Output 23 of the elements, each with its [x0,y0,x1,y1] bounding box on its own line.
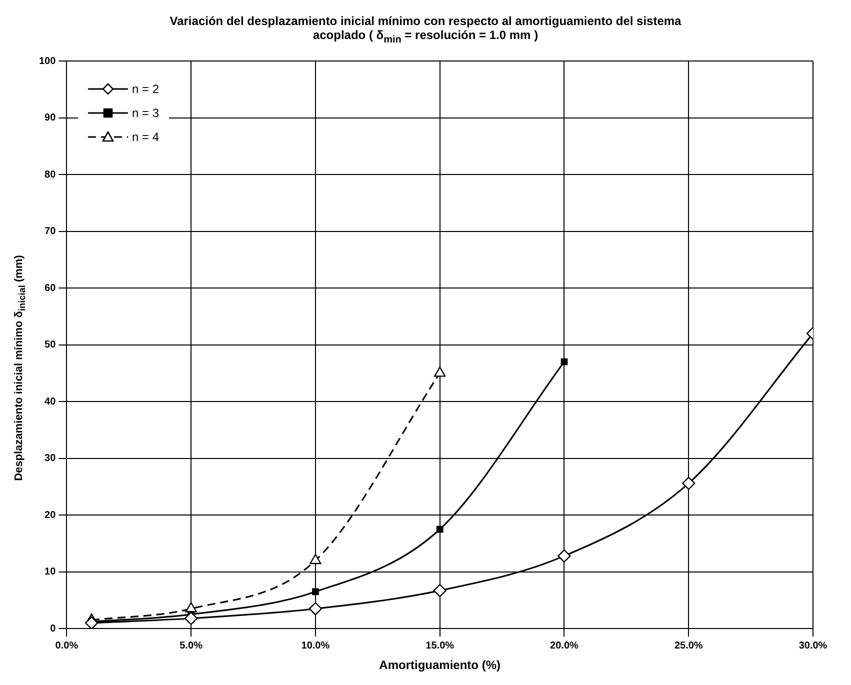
legend-label: n = 3 [132,106,160,120]
x-tick-label: 20.0% [550,640,579,652]
y-tick-label: 20 [44,510,56,521]
y-tick-label: 10 [44,566,56,578]
legend-label: n = 2 [132,82,160,96]
y-tick-label: 50 [44,340,56,351]
legend-label: n = 4 [132,130,160,144]
y-tick-label: 90 [44,112,56,124]
x-tick-label: 25.0% [674,640,703,652]
y-tick-label: 30 [44,453,56,464]
x-tick-label: 10.0% [301,640,330,652]
chart-title: Variación del desplazamiento inicial mínimo con respecto al amortiguamiento del sistema acoplado ( δ$_{min}$ = resolución = 1.0 mm ) [168,13,682,48]
y-tick-label: 0 [50,623,56,634]
x-axis-title: Amortiguamiento (%) [379,658,501,672]
y-tick-label: 70 [44,226,56,238]
x-tick-label: 5.0% [180,640,203,652]
y-tick-label: 60 [44,282,56,294]
x-tick-label: 30.0% [798,640,828,652]
y-tick-label: 80 [44,169,56,180]
y-tick-label: 40 [44,396,56,408]
y-tick-label: 100 [38,56,56,67]
x-tick-label: 0.0% [55,640,78,652]
x-tick-label: 15.0% [426,640,454,652]
